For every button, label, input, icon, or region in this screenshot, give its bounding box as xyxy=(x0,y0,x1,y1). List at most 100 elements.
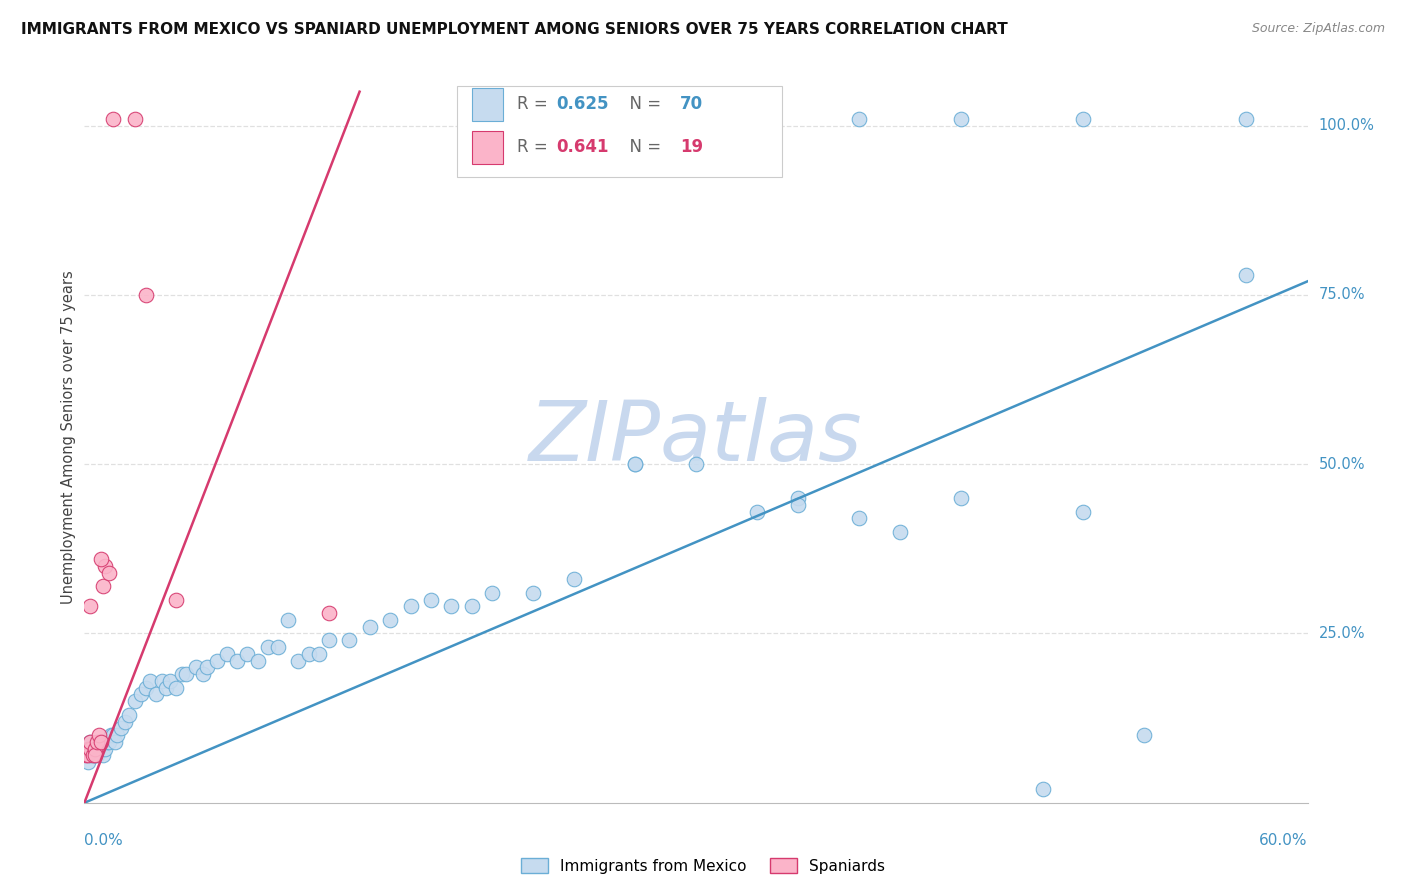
Text: 75.0%: 75.0% xyxy=(1319,287,1365,302)
Text: 0.0%: 0.0% xyxy=(84,833,124,848)
Point xyxy=(135,288,157,302)
Text: R =: R = xyxy=(517,95,554,113)
Point xyxy=(481,586,503,600)
Text: 50.0%: 50.0% xyxy=(1319,457,1365,472)
Point xyxy=(138,673,160,688)
Text: 0.625: 0.625 xyxy=(557,95,609,113)
Text: 19: 19 xyxy=(681,138,703,156)
Text: Source: ZipAtlas.com: Source: ZipAtlas.com xyxy=(1251,22,1385,36)
Point xyxy=(124,112,146,126)
Point xyxy=(90,741,112,756)
Point xyxy=(118,707,141,722)
Point xyxy=(86,741,108,756)
Point xyxy=(79,741,101,756)
Point xyxy=(186,660,208,674)
Point xyxy=(79,748,101,763)
Point xyxy=(172,667,194,681)
Point xyxy=(318,606,340,620)
Point xyxy=(165,592,187,607)
Point xyxy=(226,654,249,668)
Point xyxy=(399,599,422,614)
Point xyxy=(135,681,157,695)
Point xyxy=(82,748,104,763)
Point xyxy=(77,748,100,763)
Point xyxy=(420,592,443,607)
Text: ZIPatlas: ZIPatlas xyxy=(529,397,863,477)
Point xyxy=(124,694,146,708)
Point xyxy=(96,735,118,749)
Point xyxy=(1071,505,1094,519)
Point xyxy=(91,735,114,749)
Point xyxy=(159,673,181,688)
Point xyxy=(339,633,360,648)
Point xyxy=(522,586,544,600)
Point xyxy=(75,748,97,763)
Point xyxy=(83,748,105,763)
Point xyxy=(79,735,101,749)
Point xyxy=(150,673,173,688)
Point xyxy=(205,654,228,668)
Point xyxy=(105,728,128,742)
Point xyxy=(889,524,911,539)
Point xyxy=(91,579,114,593)
Point xyxy=(318,633,340,648)
Point xyxy=(298,647,321,661)
Point xyxy=(1133,728,1156,742)
Point xyxy=(1234,268,1257,282)
Text: 70: 70 xyxy=(681,95,703,113)
Point xyxy=(101,728,124,742)
Point xyxy=(110,721,132,735)
Point xyxy=(246,654,269,668)
Point xyxy=(79,599,101,614)
Point xyxy=(1071,112,1094,126)
Point xyxy=(195,660,218,674)
Point xyxy=(83,741,105,756)
Point xyxy=(461,599,484,614)
Point xyxy=(100,728,122,742)
Point xyxy=(950,491,973,505)
Point xyxy=(79,735,101,749)
Legend: Immigrants from Mexico, Spaniards: Immigrants from Mexico, Spaniards xyxy=(515,852,891,880)
Point xyxy=(1032,782,1054,797)
FancyBboxPatch shape xyxy=(457,86,782,178)
Point xyxy=(104,735,127,749)
Point xyxy=(86,748,108,763)
Point xyxy=(236,647,259,661)
Point xyxy=(77,741,100,756)
Point xyxy=(90,735,112,749)
Point xyxy=(624,457,647,471)
Point xyxy=(97,735,120,749)
Text: 0.641: 0.641 xyxy=(557,138,609,156)
Text: 25.0%: 25.0% xyxy=(1319,626,1365,641)
Point xyxy=(87,728,110,742)
Text: 60.0%: 60.0% xyxy=(1260,833,1308,848)
Point xyxy=(277,613,299,627)
FancyBboxPatch shape xyxy=(472,87,503,120)
Point xyxy=(950,112,973,126)
Point xyxy=(93,741,115,756)
Point xyxy=(440,599,463,614)
Y-axis label: Unemployment Among Seniors over 75 years: Unemployment Among Seniors over 75 years xyxy=(60,270,76,604)
Point xyxy=(562,572,585,586)
Point xyxy=(155,681,177,695)
Point xyxy=(101,112,124,126)
Point xyxy=(114,714,136,729)
Point xyxy=(83,748,105,763)
Point xyxy=(75,748,97,763)
Text: N =: N = xyxy=(619,95,666,113)
Point xyxy=(87,735,110,749)
Point xyxy=(267,640,290,654)
Point xyxy=(86,735,108,749)
Point xyxy=(217,647,239,661)
Point xyxy=(87,741,110,756)
Point xyxy=(82,748,104,763)
Point xyxy=(685,457,707,471)
FancyBboxPatch shape xyxy=(472,131,503,164)
Point xyxy=(747,505,769,519)
Point xyxy=(380,613,402,627)
Point xyxy=(191,667,214,681)
Point xyxy=(174,667,197,681)
Point xyxy=(91,748,114,763)
Point xyxy=(848,511,870,525)
Point xyxy=(93,558,115,573)
